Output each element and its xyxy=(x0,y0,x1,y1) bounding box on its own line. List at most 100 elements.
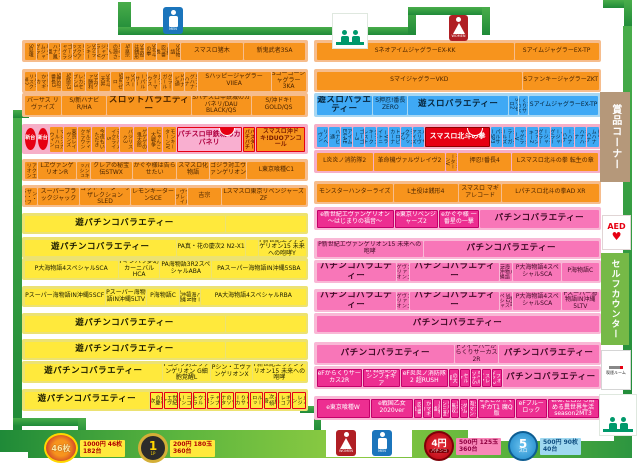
map-cell: eかぐや様 一番星の一撃 xyxy=(438,209,480,228)
map-cell: ミスタージャグラー xyxy=(539,126,551,147)
map-cell xyxy=(225,315,306,332)
map-cell: 押忍!番長4 xyxy=(458,152,512,171)
map-cell: P大海物語4スペシャルSCA xyxy=(513,291,562,310)
map-cell: モンキーターンIV xyxy=(162,126,176,152)
5slot-coin-sublabel: スロ xyxy=(518,448,528,454)
map-cell: e押忍!番長 xyxy=(414,398,423,418)
zone-label: 遊パチンコバラエティー xyxy=(24,239,176,256)
map-cell: アイムEX-AE xyxy=(340,126,352,147)
map-cell: レモンキーターンSCE xyxy=(131,187,175,205)
map-cell: ゴッドイーター リザレクションSLED xyxy=(79,187,131,205)
zone-label: 遊パチンコバラエティー xyxy=(24,391,150,409)
map-cell: eアレジン xyxy=(292,391,306,409)
map-cell: eシンフォギア3 xyxy=(492,368,503,387)
1yen-coin-label: 1 xyxy=(148,439,158,453)
map-cell: 新鬼武者3SA xyxy=(243,42,306,60)
map-cell: Pスーパー海物語IN沖縄5SCF xyxy=(24,288,105,305)
legend-46slot: 46枚 1000円 46枚 182台 xyxy=(44,433,126,463)
map-cell: eF炎炎ノ消防隊2 超RUSH xyxy=(400,368,449,387)
map-cell: Sハナハナ鳳凰 xyxy=(48,42,60,60)
move-badge: 移動 xyxy=(218,127,235,136)
map-cell: バーサス リヴァイズ xyxy=(24,95,62,115)
legend-1yen: 1 1P 200円 180玉 360台 xyxy=(138,433,216,463)
legend-line: 200円 180玉 xyxy=(173,440,213,448)
map-cell: Sバジリスク絆2 xyxy=(24,71,36,91)
map-cell: S北斗の拳 xyxy=(144,42,156,60)
restroom-figure-body xyxy=(168,15,178,27)
map-cell: PAスーパー海物語IN沖縄2SBA xyxy=(500,262,513,281)
map-cell: eFブルーロック xyxy=(515,398,547,418)
legend-5slot-text: 500円 90枚 40台 xyxy=(540,437,581,455)
wall-segment xyxy=(78,418,86,436)
wall-segment xyxy=(13,110,22,432)
map-cell: クレアの秘宝伝STWX xyxy=(90,161,132,179)
restroom-figure-body xyxy=(340,438,352,450)
legend-4yen-text: 500円 125玉 360台 xyxy=(456,437,502,455)
smoking-room-label: 喫煙ルーム xyxy=(606,369,626,375)
panel-row: e東京喰種We戦国乙女2020vere押忍!番長eまどかマギカe海物語eルパン三… xyxy=(314,396,601,420)
map-cell: PAシン・エヴァンゲリオンY xyxy=(397,262,410,281)
map-cell: Pスーパー海物語IN沖縄5LTV xyxy=(105,288,146,305)
map-cell: S押忍!番長3 xyxy=(49,71,61,91)
panel-row: 遊パチンコバラエティー xyxy=(22,313,308,334)
legend-line: 500円 90枚 xyxy=(543,438,578,446)
map-cell: Sキングハナハナ xyxy=(185,71,197,91)
map-cell: eまどかマギカ xyxy=(423,398,432,418)
aed-label: AED xyxy=(607,222,626,231)
map-cell: デビルメイクライ5 xyxy=(106,126,120,152)
map-cell: Sからくりサーカス xyxy=(518,95,528,115)
panel-row: S忍魂SアイムジャグラーSハナハナ鳳凰SゴーゴージャグラーSディスクアップ2Sク… xyxy=(22,40,308,62)
smoking-room-sign: 喫煙ルーム xyxy=(601,350,631,390)
map-cell: eキン肉マン xyxy=(469,398,478,418)
map-cell: バンキッシュ xyxy=(77,161,90,179)
map-cell: e東京リベンジャーズ2 xyxy=(394,209,438,228)
map-cell: P海物語C xyxy=(146,288,180,305)
self-counter-label: セルフカウンター xyxy=(609,259,620,339)
map-cell: Lスマスロ東京リベンジャーズ ZF xyxy=(221,187,306,205)
map-cell: ジャグラーガールズ xyxy=(503,126,515,147)
map-cell: Sジャグラーガールズ xyxy=(160,71,172,91)
map-cell: スーパーブラックジャック xyxy=(38,187,79,205)
map-cell: PA海物語3R2スペシャルABA xyxy=(500,291,513,310)
panel-row: Sバジリスク絆2SまどかマギカS押忍!番長3S政宗3Sエウレカセブン3Sヱヴァ勝… xyxy=(22,69,308,93)
map-cell: Sハナビ通 xyxy=(173,71,185,91)
map-cell: S北斗天昇 xyxy=(98,71,111,91)
4yen-coin-icon: 4円 パチンコ xyxy=(424,431,454,461)
self-counter-sign: セルフカウンター xyxy=(601,253,629,345)
map-cell: ハッピージャグラー xyxy=(551,126,563,147)
map-cell: パチスロ甲鉄城のカバネリ 移動 xyxy=(176,126,242,152)
map-cell: S主役は銭形 xyxy=(132,42,144,60)
map-cell: SマイジャグラーVKD xyxy=(316,71,522,90)
map-cell: eまどか☆マギカT1 魔Q版 xyxy=(478,398,515,418)
map-cell: e新世紀エヴァンゲリオン ～はじまりの福音～ xyxy=(316,209,394,228)
map-cell: 新台 xyxy=(37,128,48,150)
zone-label: パチンコバラエティー xyxy=(410,262,500,281)
map-cell: P大海物語4スペシャルSCA xyxy=(24,260,118,278)
zone-label: パチンコバラエティー xyxy=(316,315,599,332)
map-cell: eシン・ウルトラマン xyxy=(192,391,207,409)
panel-row: 遊パチンコバラエティー Pゴジラ対エヴァンゲリオン G細胞覚醒L Pシン・エヴァンゲ… xyxy=(22,361,308,383)
panel-row: 新台 新台 マシンガールハロウィン 東京レイヴンズ ギルティクラウン 今夜もいただき デビル… xyxy=(22,124,308,154)
wall-segment xyxy=(482,7,490,35)
map-cell: Sディスクアップ2 xyxy=(72,42,84,60)
map-cell: SアイムジャグラーEX-TP xyxy=(514,42,599,60)
legend-line: 182台 xyxy=(83,448,102,455)
map-cell: eキャプテン翼 xyxy=(207,391,221,409)
map-cell: S/新ハナビR/HA xyxy=(62,95,107,115)
zone-label: 遊パチンコバラエティー xyxy=(24,315,225,332)
map-cell: S政宗3 xyxy=(61,71,73,91)
panel-row: パチンコバラエティー Pフィーバーからくりサーカス2R パチンコバラエティー xyxy=(314,342,601,365)
map-cell: P新世紀エヴァンゲリオン15 未来への咆哮 xyxy=(316,240,423,257)
counter-desk xyxy=(336,42,364,45)
restroom-figure-body xyxy=(377,438,387,450)
map-cell: e慶次 傾奇 xyxy=(263,391,278,409)
map-cell: キングハナハナ xyxy=(575,126,587,147)
zone-label: パチンコバラエティー xyxy=(316,262,397,281)
panel-row: パチンコバラエティーPAシン・エヴァンゲリオンYパチンコバラエティーPAスーパー… xyxy=(314,260,601,283)
zone-label: パチンコバラエティー xyxy=(410,291,500,310)
map-cell: eルパン三世 xyxy=(441,398,450,418)
move-badge: 移動 xyxy=(467,127,484,136)
map-cell: e海物語 xyxy=(432,398,441,418)
